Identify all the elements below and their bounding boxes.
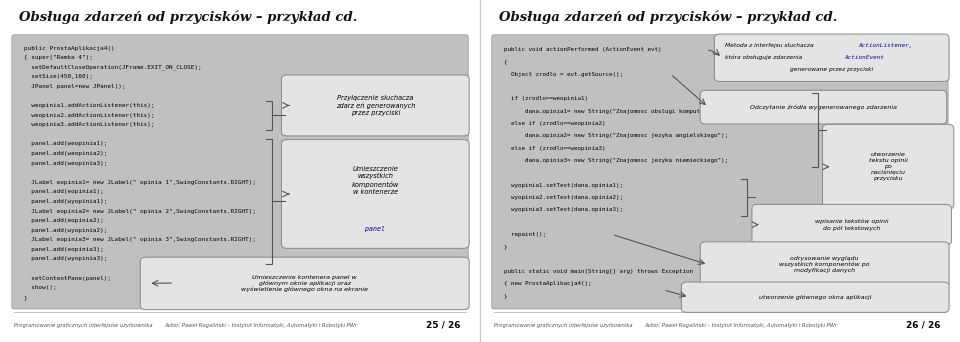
Text: panel.add(weopinia1);: panel.add(weopinia1); [24,142,107,146]
Text: panel.add(wyopinia3);: panel.add(wyopinia3); [24,256,107,262]
Text: Autor: Paweł Rogaliński – Instytut Informatyki, Automatyki i Robotyki PWr: Autor: Paweł Rogaliński – Instytut Infor… [165,322,358,328]
Text: Programowanie graficznych interfejsów użytkownika: Programowanie graficznych interfejsów uż… [14,322,153,328]
Text: weopinia2.addActionListener(this);: weopinia2.addActionListener(this); [24,113,155,118]
Text: setContentPane(panel);: setContentPane(panel); [24,276,110,281]
Text: JLabel eopinia3= new JLabel(" opinia 3",SwingConstants.RIGHT);: JLabel eopinia3= new JLabel(" opinia 3",… [24,237,255,242]
Text: }: } [24,295,27,300]
FancyBboxPatch shape [823,124,954,209]
Text: utworzenie głównego okna aplikacji: utworzenie głównego okna aplikacji [759,294,872,300]
FancyBboxPatch shape [752,205,951,245]
Text: }: } [504,244,507,249]
Text: Obsługa zdarzeń od przycisków – przykład cd.: Obsługa zdarzeń od przycisków – przykład… [19,11,357,24]
Text: JLabel eopinia1= new JLabel(" opinia 1",SwingConstants.RIGHT);: JLabel eopinia1= new JLabel(" opinia 1",… [24,180,255,185]
Text: dana.opinia3= new String("Znajomosc jezyka niemieckiego");: dana.opinia3= new String("Znajomosc jezy… [504,158,728,163]
Text: wpisanie tekstów opinii
do pól tekstowych: wpisanie tekstów opinii do pól tekstowyc… [815,219,888,231]
Text: panel.add(eopinia2);: panel.add(eopinia2); [24,218,104,223]
FancyBboxPatch shape [12,35,468,309]
Text: setDefaultCloseOperation(JFrame.EXIT_ON_CLOSE);: setDefaultCloseOperation(JFrame.EXIT_ON_… [24,64,202,70]
Text: Obsługa zdarzeń od przycisków – przykład cd.: Obsługa zdarzeń od przycisków – przykład… [499,11,837,24]
Text: wyopinia1.setText(dana.opinia1);: wyopinia1.setText(dana.opinia1); [504,183,622,187]
Text: }: } [504,293,507,299]
FancyBboxPatch shape [492,35,948,309]
Text: Przyłączenie słuchacza
zdarz eń generowanych
przez przyciski: Przyłączenie słuchacza zdarz eń generowa… [336,95,415,116]
Text: wyopinia2.setText(dana.opinia2);: wyopinia2.setText(dana.opinia2); [504,195,622,200]
Text: która obsługuje zdarzenia: która obsługuje zdarzenia [725,55,804,61]
Text: dana.opinia2= new String("Znajomosc jezyka angielskiego");: dana.opinia2= new String("Znajomosc jezy… [504,133,728,138]
Text: Metoda z interfejsu słuchacza: Metoda z interfejsu słuchacza [725,43,815,48]
Text: else if (zrodlo==weopinia3): else if (zrodlo==weopinia3) [504,146,605,150]
Text: { new ProstaAplikacja4();: { new ProstaAplikacja4(); [504,281,591,286]
FancyBboxPatch shape [281,140,469,248]
Text: panel.add(eopinia3);: panel.add(eopinia3); [24,247,104,252]
Text: public void actionPerformed (ActionEvent evt): public void actionPerformed (ActionEvent… [504,47,661,52]
Text: dana.opinia1= new String("Znajomosc obslugi komputera");: dana.opinia1= new String("Znajomosc obsl… [504,108,721,114]
Text: repaint();: repaint(); [504,232,545,237]
FancyBboxPatch shape [140,257,469,310]
Text: weopinia1.addActionListener(this);: weopinia1.addActionListener(this); [24,103,155,108]
Text: panel.add(wyopinia2);: panel.add(wyopinia2); [24,228,107,233]
Text: panel.add(eopinia1);: panel.add(eopinia1); [24,189,104,194]
Text: if (zrodlo==weopinia1): if (zrodlo==weopinia1) [504,96,588,101]
Text: ActionEvent: ActionEvent [845,55,884,60]
FancyBboxPatch shape [714,34,949,81]
Text: panel: panel [366,226,385,232]
Text: wyopinia3.setText(dana.opinia3);: wyopinia3.setText(dana.opinia3); [504,207,622,212]
Text: 26 / 26: 26 / 26 [906,320,940,329]
Text: Umieszczenie kontenera panel w
głównym oknie aplikacji oraz
wyświetlenie główneg: Umieszczenie kontenera panel w głównym o… [241,275,369,292]
Text: {: { [504,59,507,64]
Text: show();: show(); [24,285,57,290]
Text: Object zrodlo = evt.getSource();: Object zrodlo = evt.getSource(); [504,71,622,77]
Text: generowane przez przyciski: generowane przez przyciski [790,67,874,72]
Text: ActionListener,: ActionListener, [859,43,913,48]
Text: else if (zrodlo==weopinia2): else if (zrodlo==weopinia2) [504,121,605,126]
Text: panel.add(wyopinia1);: panel.add(wyopinia1); [24,199,107,204]
Text: Autor: Paweł Rogaliński – Instytut Informatyki, Automatyki i Robotyki PWr: Autor: Paweł Rogaliński – Instytut Infor… [645,322,838,328]
FancyBboxPatch shape [700,242,949,288]
Text: odrysowanie wyglądu
wszystkich komponentów po
modyfikacji danych: odrysowanie wyglądu wszystkich komponent… [780,256,870,273]
Text: Programowanie graficznych interfejsów użytkownika: Programowanie graficznych interfejsów uż… [494,322,633,328]
Text: JLabel eopinia2= new JLabel(" opinia 2",SwingConstants.RIGHT);: JLabel eopinia2= new JLabel(" opinia 2",… [24,209,255,213]
FancyBboxPatch shape [281,75,469,136]
FancyBboxPatch shape [682,282,949,312]
Text: JPanel panel=new JPanel();: JPanel panel=new JPanel(); [24,84,125,89]
Text: public ProstaAplikacja4(): public ProstaAplikacja4() [24,45,114,51]
Text: panel.add(weopinia3);: panel.add(weopinia3); [24,161,107,166]
Text: Odczytanie źródła wygenerowanego zdarzenia: Odczytanie źródła wygenerowanego zdarzen… [750,104,897,110]
FancyBboxPatch shape [700,90,947,124]
Text: 25 / 26: 25 / 26 [426,320,461,329]
Text: utworzenie
tekstu opinii
po
naciśnięciu
przycisku: utworzenie tekstu opinii po naciśnięciu … [869,152,907,181]
Text: setSize(450,160);: setSize(450,160); [24,74,92,79]
Text: { super("Ramka 4");: { super("Ramka 4"); [24,55,92,60]
Text: panel.add(weopinia2);: panel.add(weopinia2); [24,151,107,156]
Text: weopinia3.addActionListener(this);: weopinia3.addActionListener(this); [24,122,155,127]
Text: Umieszczenie
wszystkich
komponentów
w kontenerze: Umieszczenie wszystkich komponentów w ko… [351,166,399,195]
Text: public static void main(String[] arg) throws Exception: public static void main(String[] arg) th… [504,269,692,274]
